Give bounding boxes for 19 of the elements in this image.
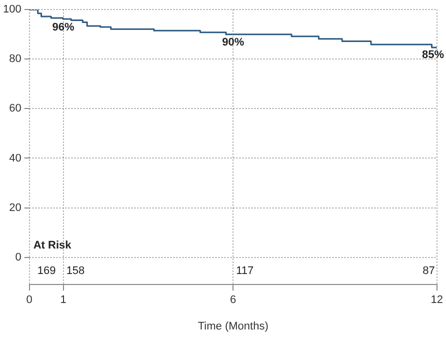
y-tick-label: 100 (2, 4, 22, 16)
annotation: At Risk (33, 239, 72, 252)
y-tick-label: 20 (9, 202, 22, 214)
x-tick-label: 6 (230, 294, 236, 306)
y-tick-label: 40 (9, 152, 22, 164)
y-tick-label: 60 (9, 102, 22, 115)
annotation: 90% (222, 36, 244, 48)
y-tick-label: 80 (9, 53, 22, 66)
annotation: 85% (422, 48, 444, 61)
annotation: 96% (52, 22, 75, 34)
x-tick-label: 0 (26, 294, 32, 306)
annotation: 158 (66, 265, 85, 278)
annotation: 169 (37, 265, 56, 278)
x-tick-label: 12 (430, 294, 444, 306)
x-axis-title: Time (Months) (198, 320, 268, 332)
y-tick-label: 0 (15, 251, 22, 264)
annotation: 117 (236, 265, 254, 278)
x-tick-label: 1 (60, 294, 66, 306)
annotation: 87 (422, 265, 435, 278)
